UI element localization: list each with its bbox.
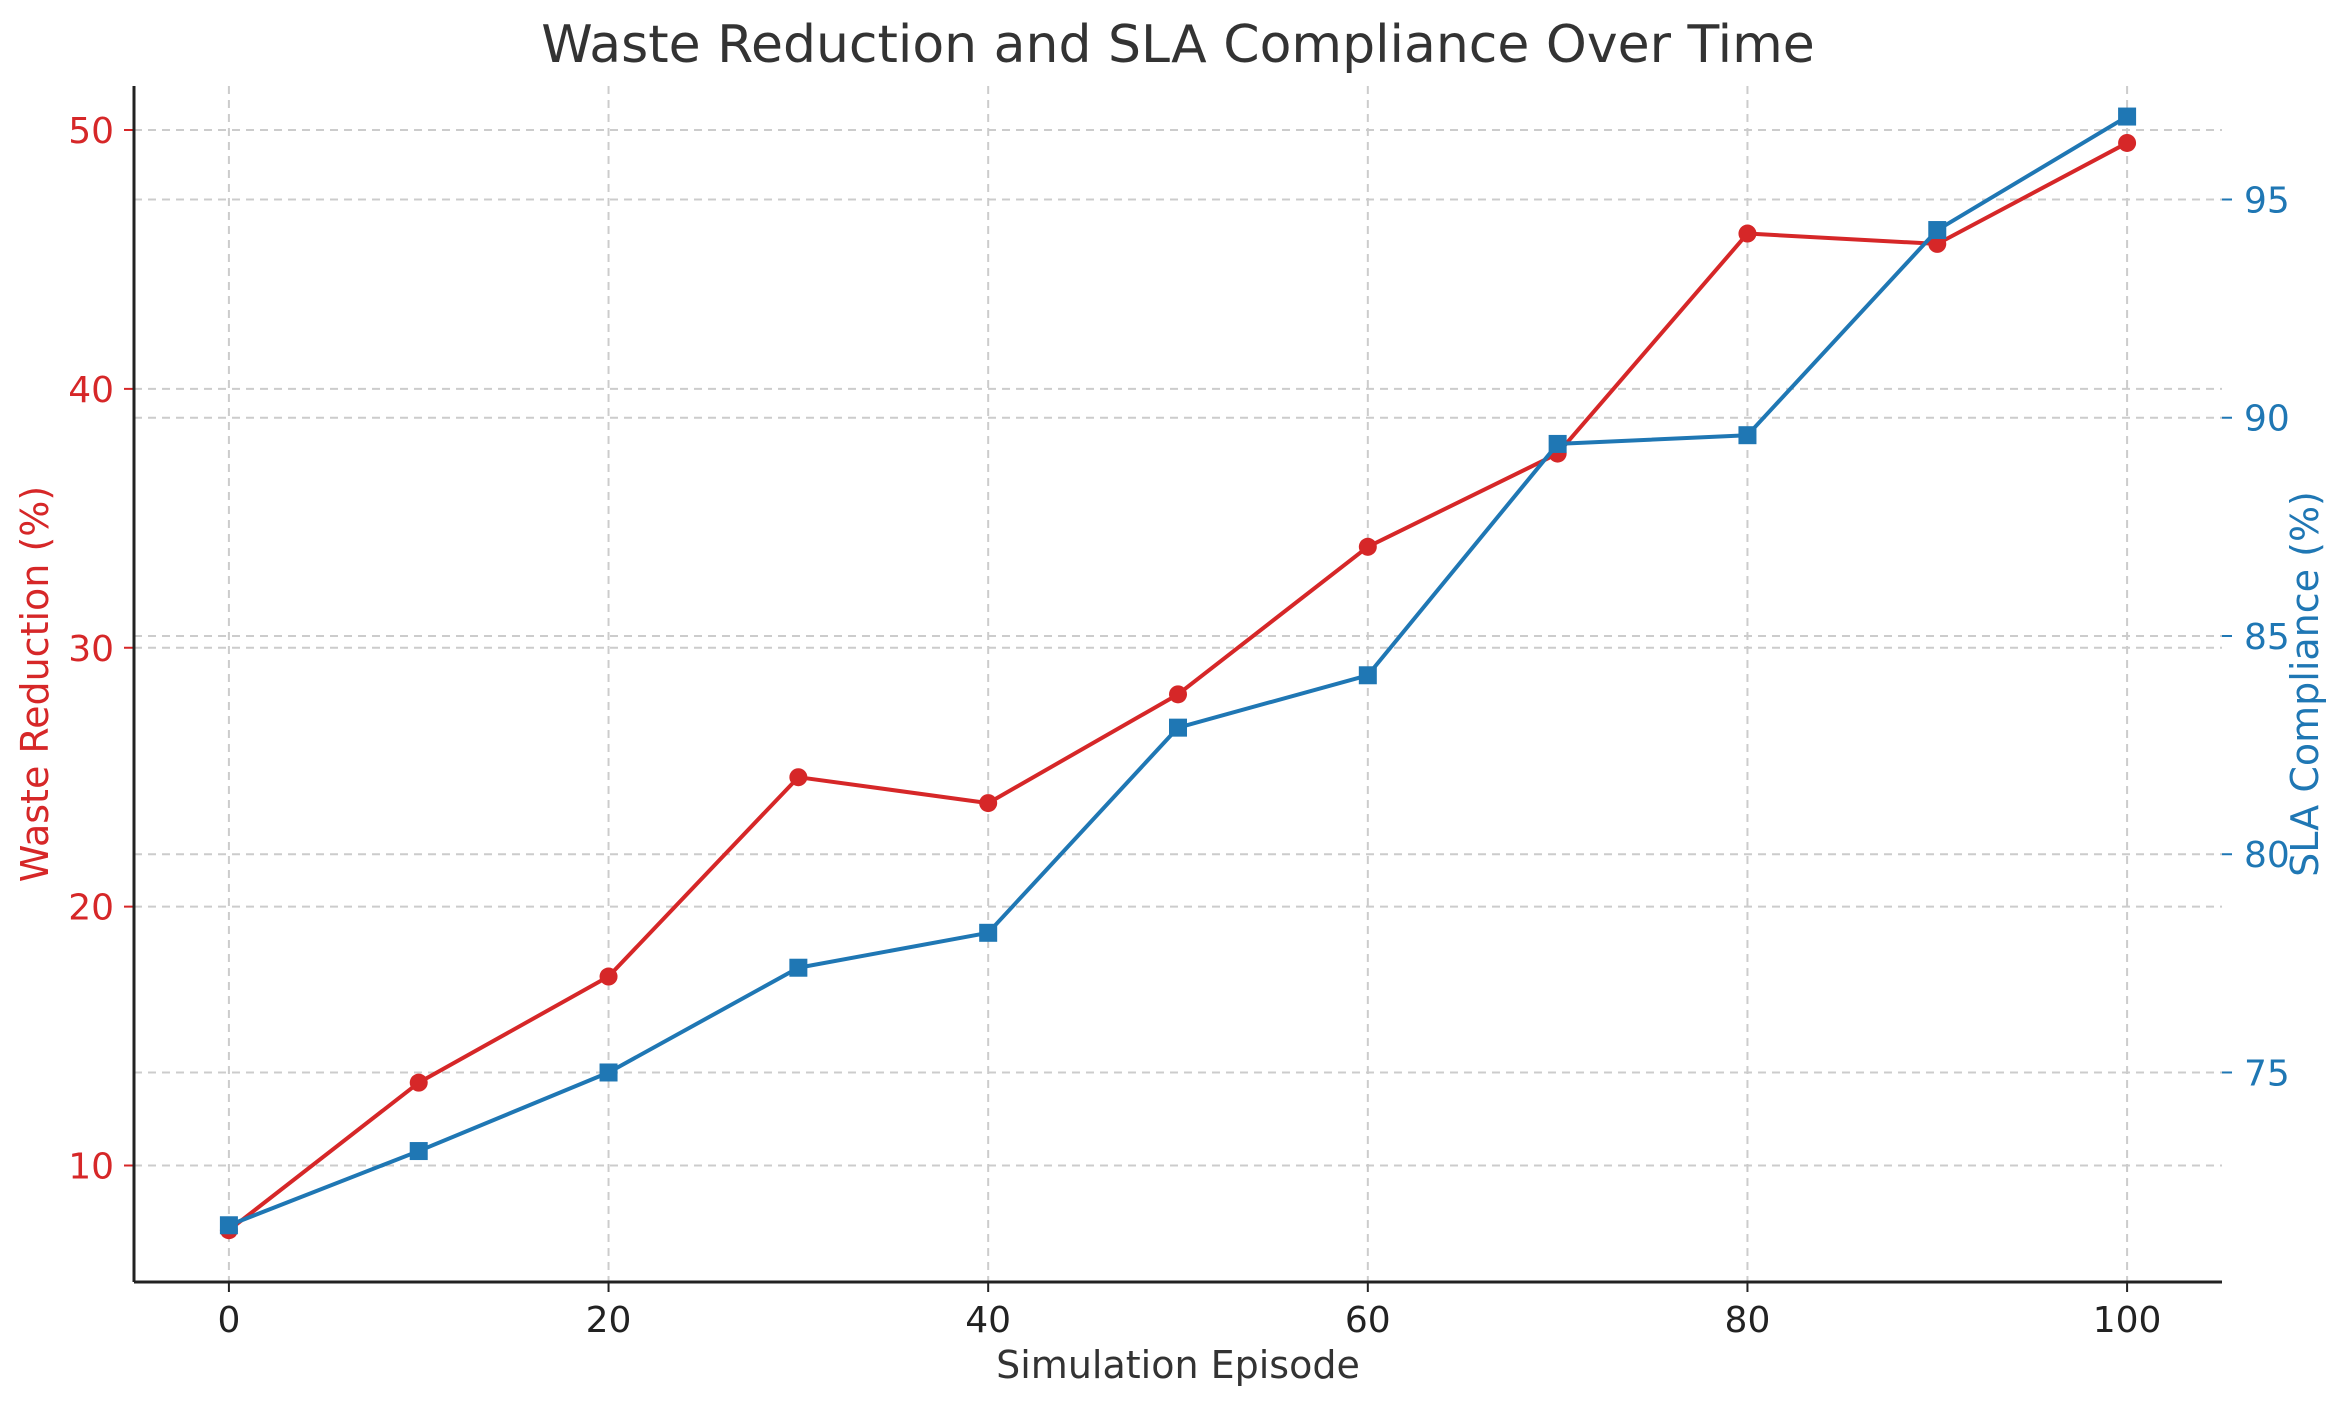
data-point-right: [409, 1142, 428, 1161]
x-tick-label: 60: [1345, 1300, 1391, 1341]
y-right-axis-label: SLA Compliance (%): [2283, 491, 2327, 877]
data-point-left: [1928, 234, 1947, 253]
y-right-tick-label: 75: [2244, 1053, 2290, 1094]
data-point-left: [2118, 133, 2137, 152]
data-point-left: [789, 768, 808, 787]
x-axis-label: Simulation Episode: [996, 1343, 1360, 1387]
y-right-tick-label: 85: [2244, 617, 2290, 658]
data-point-right: [2118, 107, 2137, 126]
data-point-left: [599, 967, 618, 986]
data-point-right: [1358, 666, 1377, 685]
y-right-tick-label: 90: [2244, 399, 2290, 440]
data-point-left: [1169, 685, 1187, 704]
x-tick-label: 0: [217, 1300, 240, 1341]
y-left-tick-label: 40: [68, 370, 114, 411]
axes-layer: 0 20 40 60 80 100 10 20 30 40 50 75 80 85 90 95: [68, 86, 2290, 1341]
data-point-right: [599, 1063, 618, 1082]
x-tick-label: 100: [2093, 1300, 2162, 1341]
y-right-tick-label: 95: [2244, 180, 2290, 221]
data-point-left: [979, 794, 998, 813]
data-point-right: [1548, 434, 1567, 453]
y-left-tick-label: 50: [68, 111, 114, 152]
data-point-right: [789, 958, 808, 977]
y-left-axis-label: Waste Reduction (%): [13, 486, 57, 882]
grid-layer: [134, 86, 2222, 1282]
x-tick-label: 40: [965, 1300, 1011, 1341]
data-point-left: [1738, 224, 1757, 243]
data-point-right: [979, 923, 998, 942]
series-line-right: [228, 114, 2129, 1228]
data-point-right: [1169, 718, 1187, 737]
data-point-right: [1928, 221, 1947, 240]
data-point-right: [219, 1216, 238, 1235]
y-right-tick-label: 80: [2244, 835, 2290, 876]
data-point-left: [409, 1073, 428, 1092]
series-layer: [219, 107, 2137, 1240]
x-tick-label: 20: [586, 1300, 632, 1341]
y-left-tick-label: 30: [68, 629, 114, 670]
x-tick-label: 80: [1725, 1300, 1771, 1341]
y-left-tick-label: 10: [68, 1147, 114, 1188]
chart-title: Waste Reduction and SLA Compliance Over …: [541, 15, 1815, 75]
y-left-tick-label: 20: [68, 888, 114, 929]
data-point-left: [1358, 537, 1377, 556]
data-point-right: [1738, 426, 1757, 445]
